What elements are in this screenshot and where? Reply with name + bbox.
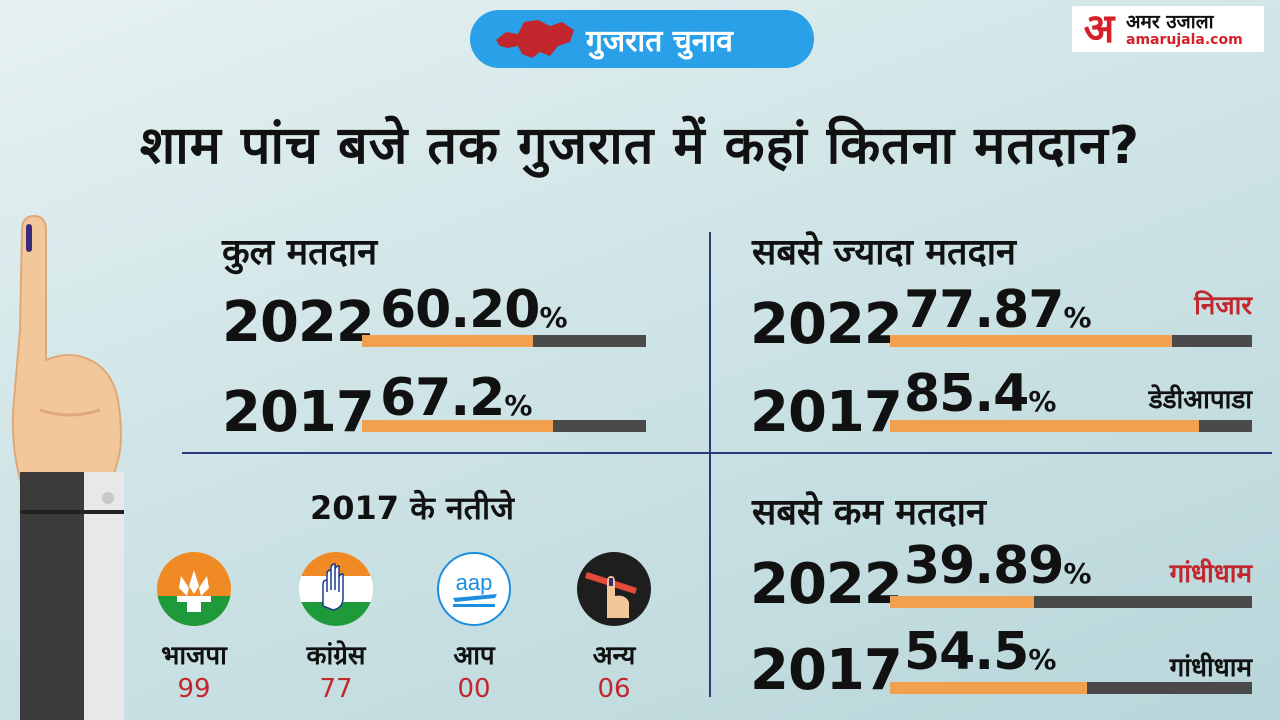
voting-finger-hand-icon [11, 214, 124, 720]
lowest-2022-bar-fill [890, 596, 1035, 608]
lowest-2017-bar [890, 682, 1252, 694]
party-others: अन्य 06 [554, 552, 674, 704]
gujarat-map-icon [496, 20, 574, 58]
party-aap-seats: 00 [457, 674, 491, 704]
highest-voting-title: सबसे ज्यादा मतदान [752, 232, 1016, 273]
total-2017-value: 67.2% [380, 368, 533, 428]
total-2022-value: 60.20% [380, 280, 568, 340]
lowest-2017-value: 54.5% [904, 622, 1057, 682]
highest-2017-value: 85.4% [904, 364, 1057, 424]
party-aap-name: आप [453, 641, 495, 671]
amarujala-logo[interactable]: अ अमर उजाला amarujala.com [1072, 6, 1264, 52]
party-bjp: भाजपा 99 [134, 552, 254, 704]
lowest-2022-place: गांधीधाम [1169, 559, 1252, 589]
logo-url: amarujala.com [1126, 32, 1243, 48]
aap-icon: aap [437, 552, 511, 626]
total-2022-bar [362, 335, 646, 347]
highest-2022-place: निजार [1194, 291, 1252, 321]
lowest-2017-year: 2017 [750, 638, 903, 703]
header-badge: गुजरात चुनाव [470, 10, 814, 68]
results-2017-title: 2017 के नतीजे [310, 489, 514, 527]
total-voting-title: कुल मतदान [222, 232, 378, 273]
logo-mark: अ [1083, 6, 1115, 52]
highest-2017-year: 2017 [750, 380, 903, 445]
lowest-2022-bar [890, 596, 1252, 608]
party-bjp-name: भाजपा [161, 641, 227, 671]
aap-logo-text: aap [456, 570, 493, 595]
party-aap: aap आप 00 [414, 552, 534, 704]
highest-2022-year: 2022 [750, 292, 903, 357]
highest-2022-bar [890, 335, 1252, 347]
highest-2022-bar-fill [890, 335, 1172, 347]
lowest-2017-bar-fill [890, 682, 1088, 694]
party-congress: कांग्रेस 77 [276, 552, 396, 704]
others-voting-finger-icon [577, 552, 651, 626]
highest-2022-value: 77.87% [904, 280, 1092, 340]
congress-hand-icon [299, 552, 373, 626]
party-congress-seats: 77 [319, 674, 353, 704]
vertical-divider [709, 232, 711, 697]
lowest-2022-value: 39.89% [904, 536, 1092, 596]
party-others-name: अन्य [592, 641, 636, 671]
horizontal-divider [182, 452, 1272, 454]
bjp-lotus-icon [157, 552, 231, 626]
total-2017-bar-fill [362, 420, 553, 432]
lowest-voting-title: सबसे कम मतदान [752, 492, 986, 533]
party-congress-name: कांग्रेस [306, 641, 366, 671]
party-bjp-seats: 99 [177, 674, 211, 704]
page-title: शाम पांच बजे तक गुजरात में कहां कितना मत… [139, 116, 1141, 176]
lowest-2017-place: गांधीधाम [1169, 653, 1252, 683]
header-badge-text: गुजरात चुनाव [586, 23, 733, 59]
highest-2017-bar-fill [890, 420, 1200, 432]
lowest-2022-year: 2022 [750, 552, 903, 617]
highest-2017-place: डेडीआपाडा [1148, 385, 1252, 415]
party-others-seats: 06 [597, 674, 631, 704]
highest-2017-bar [890, 420, 1252, 432]
total-2022-bar-fill [362, 335, 533, 347]
total-2022-year: 2022 [222, 290, 375, 355]
total-2017-bar [362, 420, 646, 432]
total-2017-year: 2017 [222, 380, 375, 445]
logo-name: अमर उजाला [1126, 11, 1214, 33]
